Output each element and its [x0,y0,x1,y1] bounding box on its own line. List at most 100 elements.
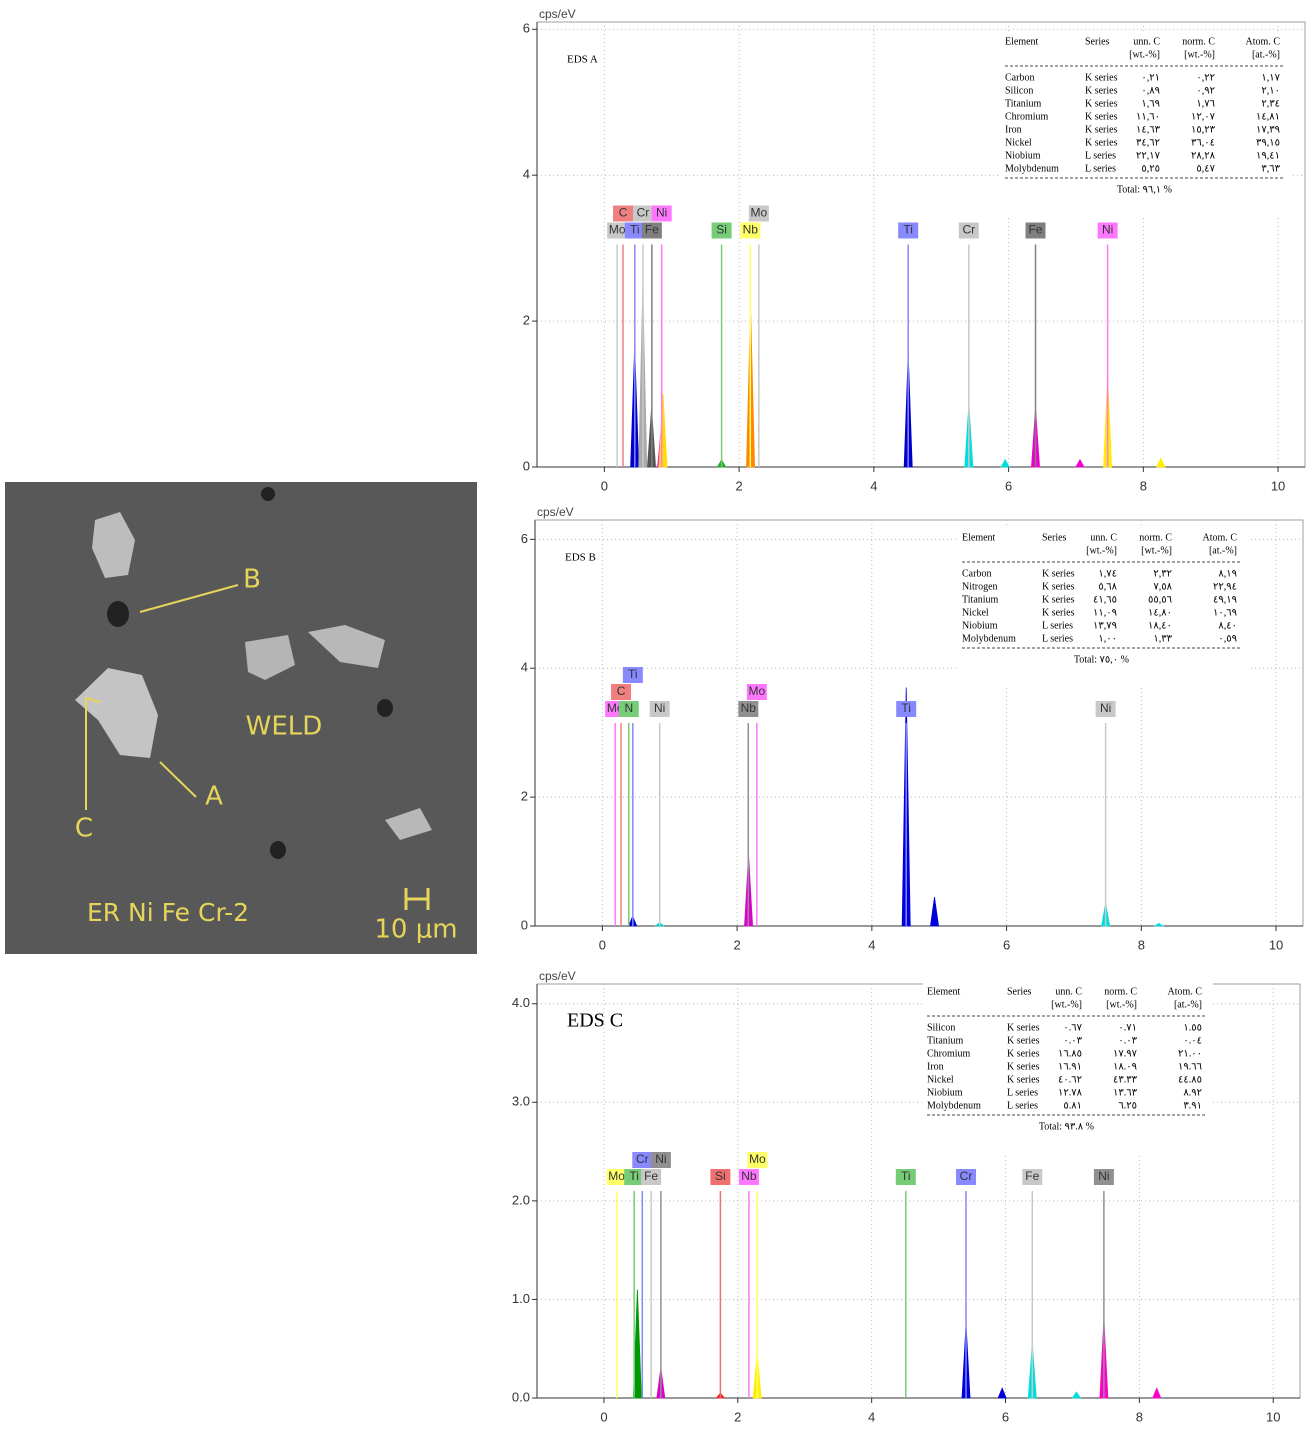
y-tick-label: 4 [521,660,528,675]
table-cell: ١,٧٦ [1196,98,1215,109]
element-box [738,701,759,717]
table-cell: ١٢.٧٨ [1058,1087,1083,1098]
table-cell: ١٩,٤١ [1256,150,1280,161]
table-unit: [wt.-%] [1141,545,1172,556]
table-header: norm. C [1139,532,1172,543]
element-label: N [624,701,633,715]
table-cell: ١,١٧ [1261,72,1280,83]
element-label: Si [715,1169,726,1183]
element-box [710,1169,731,1185]
y-tick-label: 6 [523,21,530,36]
table-cell: L series [1085,163,1116,174]
element-box [748,205,769,222]
particle [75,668,158,758]
element-box [738,1169,759,1185]
element-label: Fe [644,1169,658,1183]
pointer-line [159,761,197,798]
table-cell: ٤٣.٣٣ [1113,1074,1138,1085]
table-header: Element [962,532,996,543]
table-cell: ٣٦,٠٤ [1191,137,1215,148]
peak [1075,458,1085,468]
table-cell: ١,٦٩ [1141,98,1160,109]
table-cell: Niobium [962,620,998,631]
pore [261,487,275,501]
x-tick-label: 4 [870,478,877,493]
table-unit: [wt.-%] [1184,49,1215,60]
table-cell: K series [1007,1061,1040,1072]
table-cell: Iron [927,1061,944,1072]
peak [1156,457,1166,468]
y-tick-label: 2.0 [512,1192,530,1207]
table-total: ٩٣.٨ % [1065,1121,1094,1132]
scale-label: 10 μm [374,915,457,945]
table-header: Series [1007,986,1032,997]
table-cell: ٢٢,١٧ [1136,150,1161,161]
table-cell: ٧,٥٨ [1153,581,1172,592]
table-cell: ٢٨,٢٨ [1191,150,1216,161]
y-axis-label: cps/eV [539,7,576,21]
x-tick-label: 8 [1138,937,1145,952]
x-tick-label: 0 [599,937,606,952]
x-tick-label: 4 [868,1409,875,1424]
point-label: C [75,814,93,844]
y-tick-label: 3.0 [512,1094,530,1109]
x-tick-label: 4 [868,937,875,952]
table-cell: K series [1042,607,1075,618]
element-label: Ni [1102,223,1113,237]
element-label: Ni [654,701,665,715]
x-tick-label: 0 [601,478,608,493]
element-label: Mo [749,684,766,698]
table-cell: L series [1007,1100,1038,1111]
pointer-line [139,584,239,613]
element-label: Mo [608,1169,625,1183]
table-cell: K series [1042,581,1075,592]
table-cell: ١٦.٨٥ [1058,1048,1082,1059]
table-cell: ٣٤,٦٢ [1136,137,1160,148]
table-cell: ٠.٧١ [1118,1022,1137,1033]
table-cell: Niobium [927,1087,963,1098]
table-cell: Molybdenum [962,633,1016,644]
x-tick-label: 10 [1269,937,1283,952]
table-cell: K series [1085,72,1118,83]
table-cell: K series [1007,1048,1040,1059]
table-cell: ١,٣٣ [1153,633,1172,644]
element-label: Cr [637,206,650,220]
spectrum-chart: 0 2 4 6 8 10 0.0 1.0 2.0 3.0 4.0 cps/eV EDS C Mo Ti Cr F… [512,969,1301,1424]
element-label: Cr [962,223,975,237]
element-box [956,1169,977,1185]
table-cell: ٠,٩٢ [1196,85,1215,96]
table-cell: ١٤,٦٣ [1136,124,1161,135]
table-cell: ١٨.٠٩ [1113,1061,1137,1072]
element-label: Mo [749,1152,766,1166]
table-cell: Nickel [962,607,989,618]
table-cell: K series [1042,568,1075,579]
table-cell: ٥,٢٥ [1141,163,1160,174]
table-cell: ١١,٦٠ [1136,111,1160,122]
table-header: Element [927,986,961,997]
element-label: Ti [901,1169,911,1183]
table-cell: K series [1007,1022,1040,1033]
table-cell: Carbon [1005,72,1034,83]
y-tick-label: 2 [521,789,528,804]
element-box [607,222,628,239]
table-cell: Chromium [927,1048,971,1059]
table-cell: Carbon [962,568,991,579]
table-cell: ١٧.٩٧ [1113,1048,1138,1059]
table-cell: K series [1085,137,1118,148]
table-header: norm. C [1182,36,1215,47]
table-cell: ٤٠.٦٢ [1058,1074,1082,1085]
point-label: A [205,782,223,812]
element-label: Ni [656,206,667,220]
table-background [1001,32,1291,216]
particle [308,625,385,668]
table-unit: [at.-%] [1174,999,1202,1010]
element-box [618,701,639,717]
table-header: Atom. C [1246,36,1281,47]
element-label: Nb [741,1169,757,1183]
element-box [740,222,761,239]
element-label: Fe [645,223,659,237]
peak [1071,1391,1082,1399]
table-cell: Titanium [1005,98,1042,109]
element-box [1025,222,1046,239]
